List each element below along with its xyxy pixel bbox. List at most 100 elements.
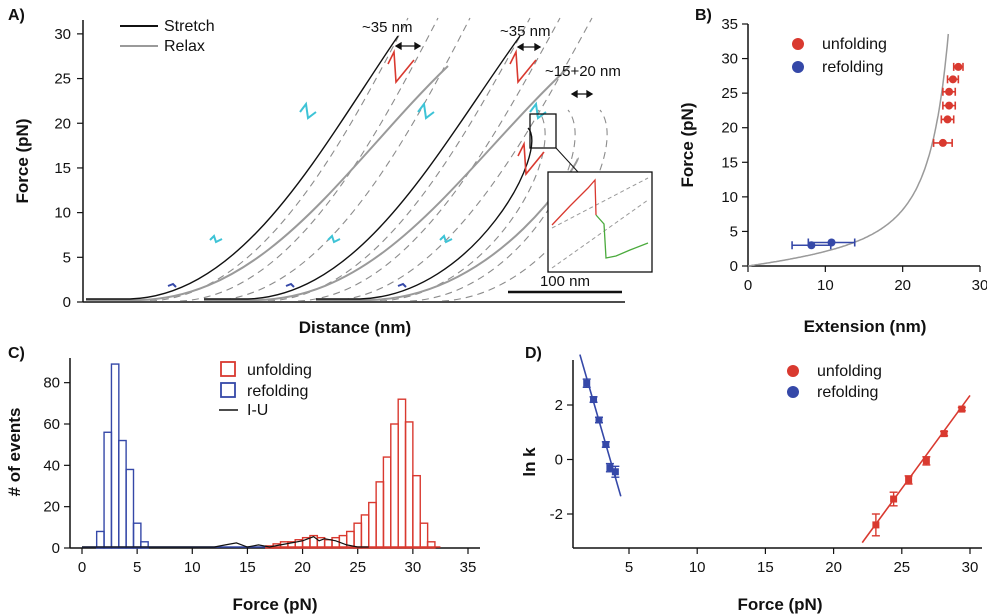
panel-b-fit-curve — [747, 33, 950, 267]
panel-c-bar-unfolding — [368, 501, 377, 549]
panel-a-stretch-trace — [86, 35, 399, 300]
panel-d-point-unfolding — [958, 405, 966, 413]
panel-d-point-unfolding — [922, 457, 930, 465]
panel-c-bar-refolding — [125, 468, 135, 549]
panel-d-x-tick-label: 15 — [757, 559, 774, 576]
panel-a-wlc-guide — [409, 109, 576, 302]
panel-b-point-unfolding — [938, 138, 947, 147]
panel-d-x-tick-label: 30 — [962, 559, 979, 576]
panel-a-stretch-trace — [316, 127, 533, 300]
panel-a-y-tick-label: 5 — [63, 249, 71, 266]
scale-bar-label: 100 nm — [540, 273, 590, 290]
panel-c-y-tick-label: 40 — [43, 457, 60, 474]
panel-a-refold-event — [397, 282, 407, 288]
panel-a-wlc-guide — [329, 17, 593, 302]
panel-c-x-tick-label: 15 — [239, 559, 256, 576]
annotation-arrows — [394, 41, 594, 99]
panel-d-point-refolding — [611, 468, 619, 476]
legend-c-iu-label: I-U — [247, 402, 268, 419]
panel-c-bar-unfolding — [404, 421, 414, 549]
panel-c-x-tick-label: 5 — [133, 559, 141, 576]
panel-c-y-tick-label: 20 — [43, 499, 60, 516]
panel-b-y-tick-label: 15 — [721, 154, 738, 171]
panel-c-ticks: 0 20 40 60 80 0 5 10 15 20 25 30 35 — [43, 375, 476, 576]
panel-c-bar-refolding — [132, 522, 142, 549]
panel-d-point-unfolding — [940, 430, 948, 438]
panel-d-point-refolding — [602, 441, 610, 449]
panel-b-y-tick-label: 20 — [721, 120, 738, 137]
panel-a-intermediate-event — [529, 101, 547, 120]
panel-c-iu-line — [82, 536, 369, 548]
legend-stretch-label: Stretch — [164, 18, 215, 35]
panel-a-wlc-guide — [179, 17, 439, 302]
annotation-distance-2: ~35 nm — [500, 23, 550, 40]
legend-b-refolding-label: refolding — [822, 59, 883, 76]
panel-d-fit-unfolding — [861, 394, 971, 544]
legend-c-refolding-swatch — [220, 382, 236, 398]
panel-c-bar-unfolding — [390, 423, 399, 549]
panel-d-x-label: Force (pN) — [738, 595, 823, 614]
panel-b-y-label: Force (pN) — [678, 103, 697, 188]
panel-b-point-unfolding — [945, 101, 954, 110]
panel-c-y-tick-label: 0 — [52, 540, 60, 557]
panel-c-bar-refolding — [95, 530, 105, 549]
panel-c-bar-unfolding — [382, 456, 392, 549]
panel-d-y-tick-label: -2 — [550, 506, 563, 523]
panel-c-bar-refolding — [140, 541, 149, 549]
inset-connector — [555, 147, 579, 173]
panel-b-x-tick-label: 10 — [817, 277, 834, 294]
panel-d-point-refolding — [590, 396, 598, 404]
panel-b: B) 0 5 10 15 20 25 30 35 0 10 20 30 Force (pN) Exte… — [678, 7, 987, 336]
panel-c-y-label: # of events — [5, 408, 24, 497]
panel-a-y-ticks: 0 5 10 15 20 25 30 — [54, 26, 83, 311]
panel-d-x-tick-label: 10 — [689, 559, 706, 576]
panel-a-y-tick-label: 25 — [54, 71, 71, 88]
panel-b-y-tick-label: 35 — [721, 16, 738, 33]
panel-c-bar-unfolding — [412, 474, 421, 549]
panel-b-y-tick-label: 10 — [721, 189, 738, 206]
panel-c-bar-refolding — [118, 439, 127, 549]
panel-a-intermediate-event — [417, 101, 435, 120]
panel-b-y-tick-label: 30 — [721, 51, 738, 68]
panel-d-label: D) — [525, 345, 542, 362]
panel-a-relax-trace — [204, 65, 571, 301]
panel-c-label: C) — [8, 345, 25, 362]
panel-a-wlc-guide — [149, 17, 409, 302]
panel-c-x-tick-label: 0 — [78, 559, 86, 576]
panel-a-relax-trace — [86, 65, 449, 301]
panel-d-point-refolding — [606, 464, 614, 472]
panel-c: C) 0 20 40 60 80 0 5 10 15 20 25 30 35 # of events F… — [5, 345, 480, 614]
legend-b-refolding-marker — [792, 61, 804, 73]
panel-a-intermediate-event — [439, 234, 453, 244]
legend-c-refolding-label: refolding — [247, 383, 308, 400]
panel-a-wlc-guide — [211, 17, 471, 302]
panel-b-plot — [747, 33, 964, 267]
panel-c-bar-unfolding — [375, 481, 385, 549]
legend-d-refolding-label: refolding — [817, 384, 878, 401]
legend-relax-label: Relax — [164, 38, 205, 55]
panel-a-refold-event — [285, 282, 295, 288]
panel-d-x-tick-label: 20 — [825, 559, 842, 576]
panel-a-y-label: Force (pN) — [13, 119, 32, 204]
panel-d-point-unfolding — [872, 521, 880, 529]
legend-d-unfolding-label: unfolding — [817, 363, 882, 380]
panel-b-y-tick-label: 25 — [721, 85, 738, 102]
inset-marker-box — [529, 113, 557, 149]
panel-b-x-tick-label: 20 — [894, 277, 911, 294]
panel-b-point-unfolding — [945, 87, 954, 96]
legend-d-refolding-marker — [787, 386, 799, 398]
panel-a-refold-event — [167, 282, 177, 288]
panel-c-x-label: Force (pN) — [233, 595, 318, 614]
panel-d-point-refolding — [595, 416, 603, 424]
panel-b-ticks: 0 5 10 15 20 25 30 35 0 10 20 30 — [721, 16, 987, 294]
panel-c-x-tick-label: 25 — [349, 559, 366, 576]
panel-c-y-tick-label: 60 — [43, 416, 60, 433]
panel-d-point-unfolding — [905, 476, 913, 484]
panel-a-intermediate-event — [209, 234, 223, 244]
panel-c-bar-unfolding — [397, 398, 407, 549]
panel-a-y-tick-label: 15 — [54, 160, 71, 177]
panel-c-bar-refolding — [103, 431, 113, 549]
panel-d-y-tick-label: 2 — [555, 397, 563, 414]
